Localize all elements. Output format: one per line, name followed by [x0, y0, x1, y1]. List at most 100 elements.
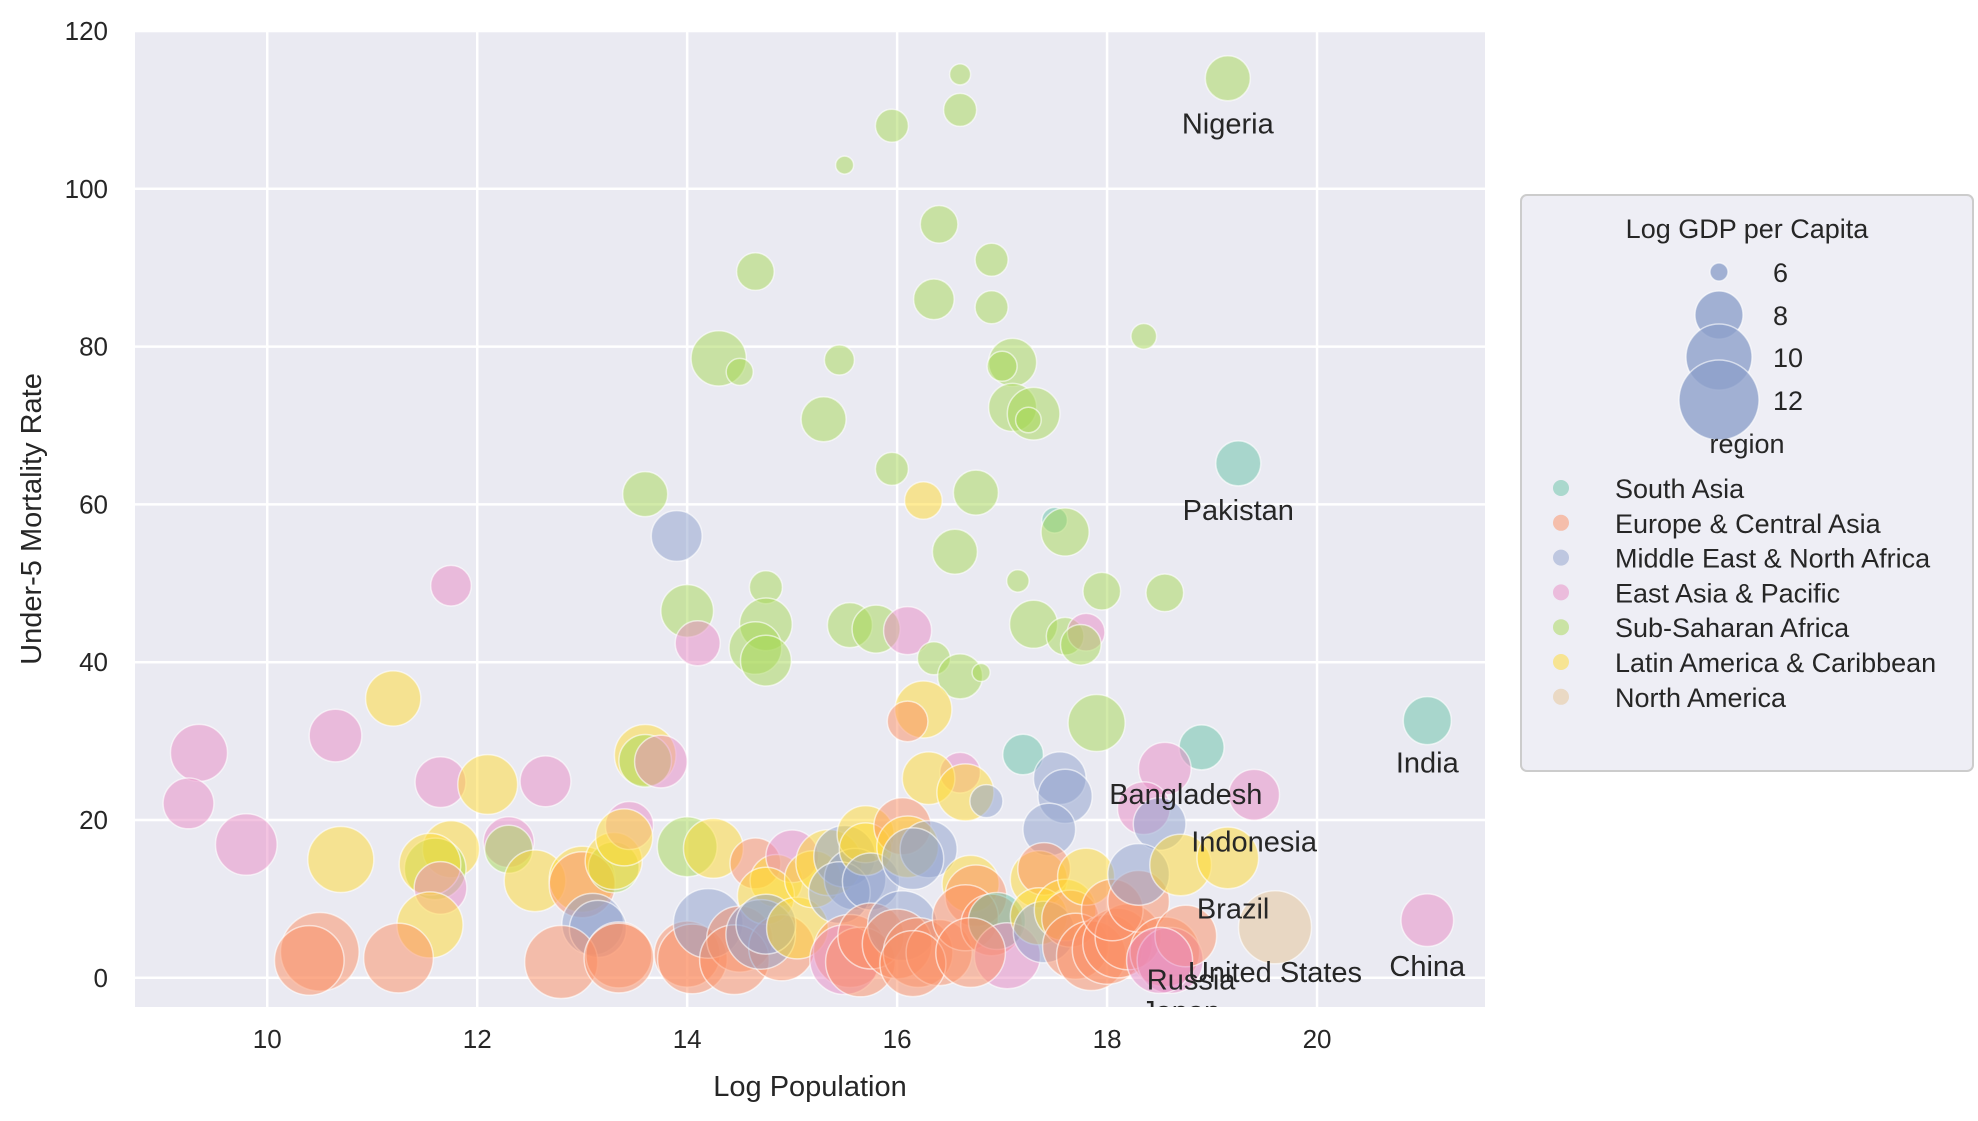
hue-legend-marker: [1553, 514, 1569, 531]
data-point: [879, 929, 947, 998]
x-tick-label: 12: [463, 1024, 492, 1054]
data-point: [214, 812, 278, 877]
hue-legend-label: Middle East & North Africa: [1615, 544, 1931, 574]
data-point: [594, 808, 654, 867]
data-point: [364, 670, 422, 727]
size-legend: 6 8 10 12: [1678, 258, 1803, 441]
hue-legend-marker: [1553, 584, 1569, 601]
data-point: [1067, 693, 1126, 753]
data-point: [931, 528, 979, 575]
data-point: [1082, 571, 1122, 611]
country-label: Pakistan: [1183, 495, 1294, 527]
y-tick-label: 80: [79, 332, 108, 362]
legend: Log GDP per Capita 6 8 10 12 region South A…: [1520, 194, 1974, 772]
data-point: [1002, 733, 1045, 776]
x-tick-label: 18: [1093, 1024, 1122, 1054]
y-tick-label: 0: [94, 963, 108, 993]
country-label: India: [1396, 748, 1460, 780]
hue-legend-label: Sub-Saharan Africa: [1615, 613, 1850, 643]
data-point: [169, 723, 229, 783]
data-point: [633, 734, 688, 789]
x-tick-label: 20: [1303, 1024, 1332, 1054]
hue-legend-label: East Asia & Pacific: [1615, 578, 1840, 608]
legend-hue-title: region: [1709, 429, 1784, 459]
data-point: [621, 470, 669, 518]
data-point: [1400, 893, 1455, 948]
data-point: [1215, 440, 1262, 487]
data-point: [362, 922, 435, 994]
data-point: [919, 204, 959, 244]
country-label: United States: [1188, 957, 1362, 989]
data-point: [273, 924, 345, 996]
data-point: [823, 344, 856, 376]
data-point: [986, 350, 1018, 383]
y-tick-label: 100: [65, 174, 108, 204]
y-tick-label: 40: [79, 647, 108, 677]
data-point: [1204, 55, 1252, 102]
data-point: [583, 922, 655, 994]
data-point: [429, 564, 473, 607]
data-point: [1402, 695, 1453, 746]
data-point: [952, 469, 1000, 516]
y-axis-ticks: 0 20 40 60 80 100 120: [65, 16, 108, 993]
data-point: [874, 451, 910, 487]
data-point: [935, 917, 1007, 989]
hue-legend-marker: [1553, 654, 1569, 670]
data-point: [874, 108, 910, 143]
country-label: Indonesia: [1191, 827, 1318, 859]
data-point: [674, 620, 721, 667]
data-point: [971, 662, 991, 683]
size-legend-label: 6: [1773, 258, 1788, 288]
data-point: [1227, 768, 1281, 821]
legend-box: [1520, 194, 1974, 772]
hue-legend-label: Europe & Central Asia: [1615, 509, 1882, 539]
x-tick-label: 10: [253, 1024, 282, 1054]
x-tick-label: 14: [673, 1024, 702, 1054]
data-point: [457, 753, 519, 816]
data-point: [969, 783, 1004, 819]
y-axis-label: Under-5 Mortality Rate: [16, 373, 48, 665]
size-legend-label: 8: [1773, 301, 1788, 331]
hue-legend-label: North America: [1615, 683, 1787, 713]
data-point: [650, 509, 703, 563]
hue-legend-label: Latin America & Caribbean: [1615, 648, 1936, 678]
hue-legend-marker: [1553, 549, 1569, 566]
data-point: [800, 395, 847, 443]
data-point: [903, 480, 943, 521]
data-point: [1130, 322, 1158, 350]
data-point: [725, 357, 754, 387]
country-label: Nigeria: [1182, 109, 1275, 141]
country-label: China: [1389, 951, 1466, 983]
data-point: [739, 634, 793, 687]
data-point: [1196, 826, 1260, 890]
hue-legend-marker: [1553, 619, 1569, 636]
y-tick-label: 120: [65, 16, 108, 46]
data-point: [834, 155, 855, 175]
data-point: [882, 605, 933, 656]
data-point: [1145, 573, 1185, 613]
size-legend-marker: [1678, 359, 1760, 441]
data-point: [942, 92, 978, 128]
hue-legend-marker: [1553, 480, 1569, 496]
data-point: [1237, 890, 1313, 965]
country-label: Russia: [1147, 965, 1237, 997]
data-point: [519, 755, 572, 808]
data-point: [948, 63, 972, 86]
country-label: Bangladesh: [1109, 779, 1262, 811]
country-label: Japan: [1141, 996, 1220, 1028]
data-point: [881, 827, 945, 891]
x-axis-ticks: 10 12 14 16 18 20: [253, 1024, 1332, 1054]
data-point: [1040, 507, 1090, 557]
y-tick-label: 20: [79, 805, 108, 835]
size-legend-marker: [1709, 262, 1729, 282]
hue-legend: South Asia Europe & Central Asia Middle Ea…: [1553, 474, 1936, 713]
hue-legend-label: South Asia: [1615, 474, 1745, 504]
data-point: [735, 252, 775, 292]
size-legend-label: 12: [1773, 386, 1803, 416]
data-point: [1005, 568, 1030, 593]
size-legend-label: 10: [1773, 343, 1803, 373]
country-label: Brazil: [1197, 894, 1270, 926]
data-points: [162, 55, 1455, 1000]
data-point: [886, 700, 929, 743]
